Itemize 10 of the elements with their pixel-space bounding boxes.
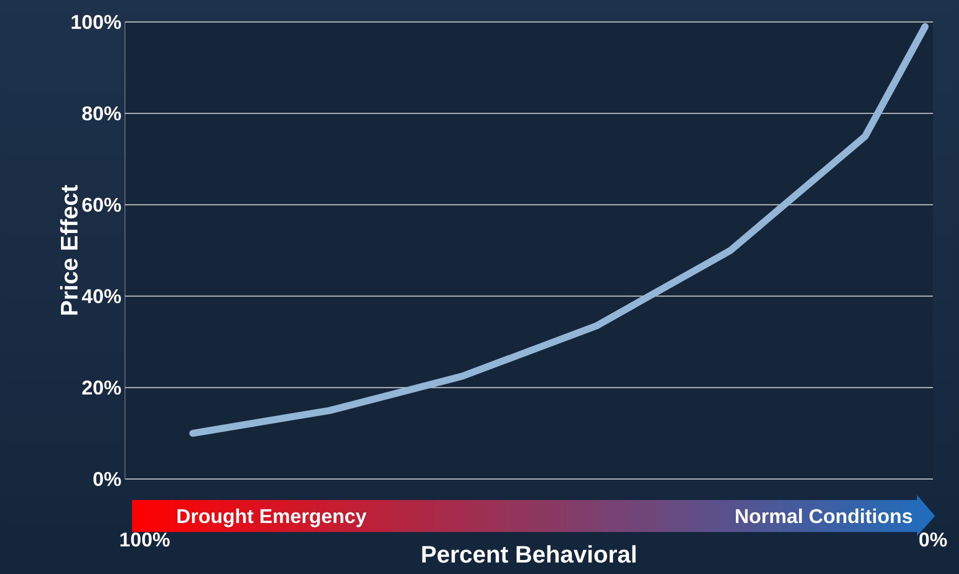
y-tick-label: 20% xyxy=(82,380,121,395)
y-axis-title: Price Effect xyxy=(60,185,78,315)
text: Drought Emergency xyxy=(178,508,366,528)
y-tick-label: 60% xyxy=(82,198,121,212)
y-tick-label: 80% xyxy=(82,106,121,120)
y-tick-label: 100% xyxy=(72,14,121,30)
x-axis-title: Percent Behavioral xyxy=(422,545,636,563)
y-tick-label: 40% xyxy=(82,289,121,304)
y-tick-label: 0% xyxy=(93,472,121,486)
text: Normal Conditions xyxy=(736,508,912,524)
